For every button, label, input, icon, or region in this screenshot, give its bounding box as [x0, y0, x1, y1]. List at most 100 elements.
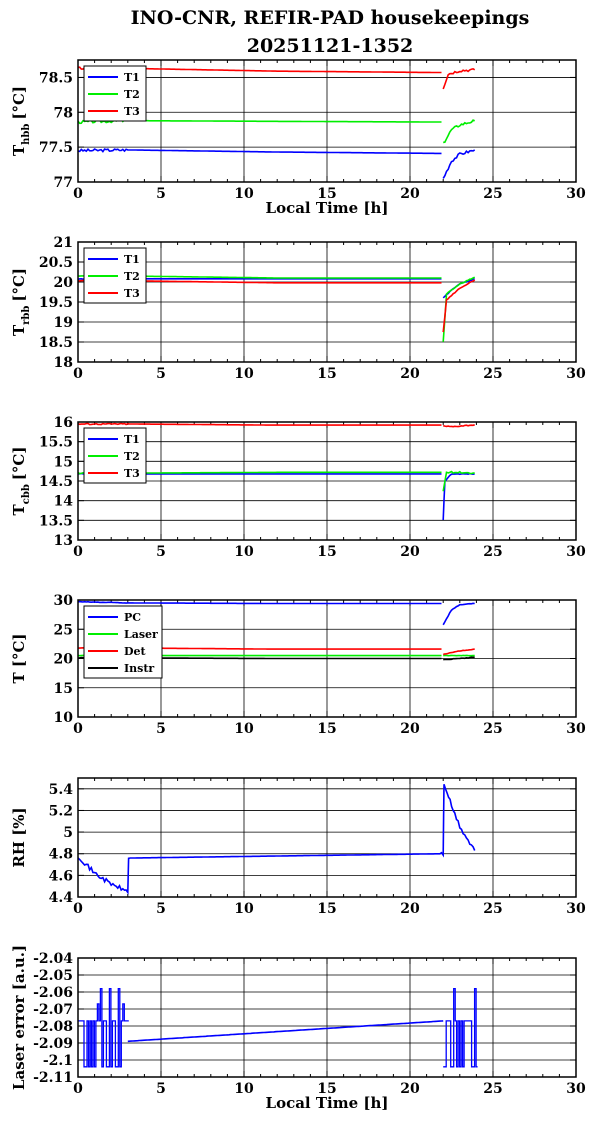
x-tick-label: 30	[566, 1081, 586, 1097]
y-tick-label: 21	[54, 235, 73, 251]
x-tick-label: 30	[566, 186, 586, 202]
y-tick-label: 20	[54, 652, 74, 668]
x-tick-label: 5	[156, 901, 166, 917]
y-axis-label: T [°C]	[10, 633, 28, 683]
x-axis-label: Local Time [h]	[266, 199, 389, 217]
y-tick-label: -2.1	[43, 1053, 73, 1069]
chart-panel-1: 0 5 10 15 20 25 30 77 77.5 78 78.5 Local Time [h] Th…	[10, 59, 586, 217]
plot-frame	[77, 59, 577, 183]
x-tick-label: 5	[156, 366, 166, 382]
y-tick-label: -2.11	[33, 1070, 73, 1086]
y-axis-label-unit: [°C]	[10, 86, 28, 120]
y-axis-label-main: T	[10, 324, 28, 336]
x-tick-label: 15	[317, 186, 336, 202]
y-tick-label: 10	[54, 710, 74, 726]
y-tick-label: 5	[63, 825, 73, 841]
series-line-t1	[442, 149, 476, 179]
y-tick-label: -2.05	[33, 968, 73, 984]
x-tick-label: 10	[234, 366, 254, 382]
x-tick-label: 10	[234, 721, 254, 737]
y-tick-label: 30	[54, 593, 74, 609]
y-axis-label-main: T	[10, 503, 28, 515]
series-line-t2	[443, 119, 475, 144]
x-tick-label: 0	[73, 721, 83, 737]
y-axis-label: RH [%]	[10, 807, 28, 867]
series-line-data	[77, 784, 476, 895]
x-tick-label: 0	[73, 1081, 83, 1097]
y-tick-label: 15	[54, 454, 73, 470]
x-tick-label: 5	[156, 1081, 166, 1097]
legend-label-t3: T3	[124, 105, 140, 118]
x-tick-label: 25	[483, 366, 502, 382]
chart-panels: 0 5 10 15 20 25 30 77 77.5 78 78.5 Local Time [h] Th…	[10, 59, 586, 1112]
y-tick-label: 4.4	[49, 890, 74, 906]
y-axis-label-subscript: rbb	[21, 306, 32, 325]
legend-label-instr: Instr	[124, 662, 154, 675]
y-axis-label-main: Laser error [a.u.]	[10, 945, 28, 1090]
x-tick-label: 30	[566, 901, 586, 917]
chart-panel-2: 0 5 10 15 20 25 30 18 18.5 19 19.5 20 20.5 21 Trbb [°C]…	[10, 235, 586, 382]
y-tick-label: -2.09	[33, 1036, 73, 1052]
y-axis-label: Trbb [°C]	[10, 268, 32, 336]
series-line-t3	[442, 279, 476, 333]
laser-error-signal	[443, 987, 478, 1068]
x-tick-label: 10	[234, 1081, 254, 1097]
y-axis-label: Laser error [a.u.]	[10, 945, 28, 1090]
y-tick-label: 77.5	[39, 140, 73, 156]
plot-frame	[77, 421, 577, 541]
series-line-data	[127, 1020, 444, 1043]
plot-frame	[77, 957, 577, 1078]
series-line-t2	[442, 276, 476, 342]
x-tick-label: 5	[156, 544, 166, 560]
plot-frame	[77, 599, 577, 718]
x-tick-label: 25	[483, 721, 502, 737]
x-tick-label: 15	[317, 366, 336, 382]
x-tick-label: 0	[73, 366, 83, 382]
y-axis-label-main: RH [%]	[10, 807, 28, 867]
y-tick-label: 78.5	[39, 70, 73, 86]
y-tick-label: 14.5	[39, 474, 73, 490]
x-tick-label: 30	[566, 544, 586, 560]
y-tick-label: 20	[54, 275, 74, 291]
y-tick-label: -2.06	[33, 985, 73, 1001]
y-axis-label-subscript: hbb	[21, 124, 32, 145]
x-tick-label: 0	[73, 901, 83, 917]
series-line-t3	[442, 67, 476, 90]
y-tick-label: 15	[54, 681, 73, 697]
plot-frame	[77, 777, 577, 898]
y-tick-label: 5.2	[49, 803, 73, 819]
y-tick-label: 15.5	[39, 435, 73, 451]
legend-label-t1: T1	[124, 433, 140, 446]
series-line-t1	[77, 148, 442, 155]
x-tick-label: 10	[234, 901, 254, 917]
x-axis-label: Local Time [h]	[266, 1094, 389, 1112]
x-tick-label: 20	[400, 1081, 420, 1097]
series-line-t3	[443, 424, 475, 428]
y-tick-label: 18	[54, 355, 73, 371]
legend: T1 T2 T3	[83, 427, 147, 484]
y-axis-label-main: T	[10, 144, 28, 156]
legend-label-t1: T1	[124, 71, 140, 84]
figure-title: INO-CNR, REFIR-PAD housekeepings	[131, 7, 530, 29]
x-tick-label: 25	[483, 1081, 502, 1097]
legend-label-t3: T3	[124, 467, 140, 480]
series-line-t2	[442, 470, 475, 492]
x-tick-label: 20	[400, 186, 420, 202]
chart-panel-3: 0 5 10 15 20 25 30 13 13.5 14 14.5 15 15.5 16 Tcbb [°C]…	[10, 415, 586, 560]
legend: T1 T2 T3	[83, 65, 147, 122]
y-axis-label-unit: [°C]	[10, 447, 28, 481]
x-tick-label: 5	[156, 186, 166, 202]
legend-label-t2: T2	[124, 450, 140, 463]
series-line-pc	[442, 602, 475, 626]
series-line-det	[442, 648, 475, 656]
y-tick-label: -2.08	[33, 1019, 73, 1035]
y-axis-label-subscript: cbb	[21, 484, 32, 504]
legend-label-det: Det	[124, 645, 147, 658]
y-tick-label: 4.6	[49, 868, 73, 884]
y-tick-label: 13	[54, 533, 73, 549]
legend-label-pc: PC	[124, 611, 141, 624]
x-tick-label: 0	[73, 544, 83, 560]
chart-panel-6: 0 5 10 15 20 25 30-2.11-2.1-2.09-2.08-2.07-2.0…	[10, 945, 586, 1112]
legend: PC Laser Det Instr	[83, 605, 163, 679]
x-tick-label: 25	[483, 544, 502, 560]
